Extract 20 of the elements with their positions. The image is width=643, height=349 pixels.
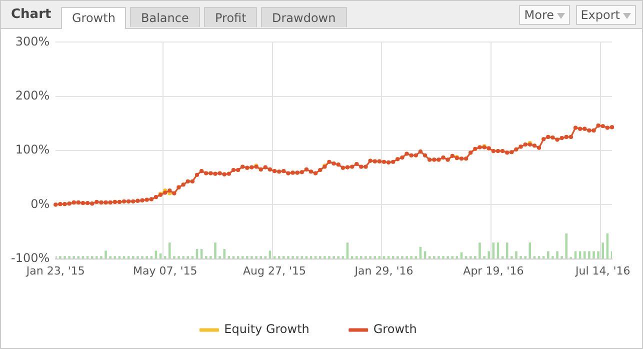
chart-title: Chart [11, 7, 52, 22]
text: Drawdown [261, 7, 347, 27]
x-tick-label: Jan 23, '15 [25, 264, 85, 278]
y-tick-label: -100% [10, 250, 50, 265]
y-tick-label: 100% [15, 142, 50, 157]
legend-label: Equity Growth [224, 322, 310, 336]
x-tick-label: May 07, '15 [132, 264, 198, 278]
x-tick-label: Apr 19, '16 [463, 264, 524, 278]
text: Balance [130, 7, 200, 27]
text: Export [580, 8, 620, 22]
x-tick-label: Aug 27, '15 [243, 264, 306, 278]
text: More [524, 8, 554, 22]
y-tick-label: 200% [15, 88, 50, 102]
y-tick-label: 300% [15, 34, 50, 48]
x-tick-label: Jan 29, '16 [354, 264, 414, 278]
y-tick-label: 0% [30, 196, 50, 211]
text: Growth [61, 7, 126, 29]
text: Profit [204, 7, 258, 27]
x-tick-label: Jul 14, '16 [574, 264, 630, 278]
legend-label: Growth [373, 322, 417, 336]
